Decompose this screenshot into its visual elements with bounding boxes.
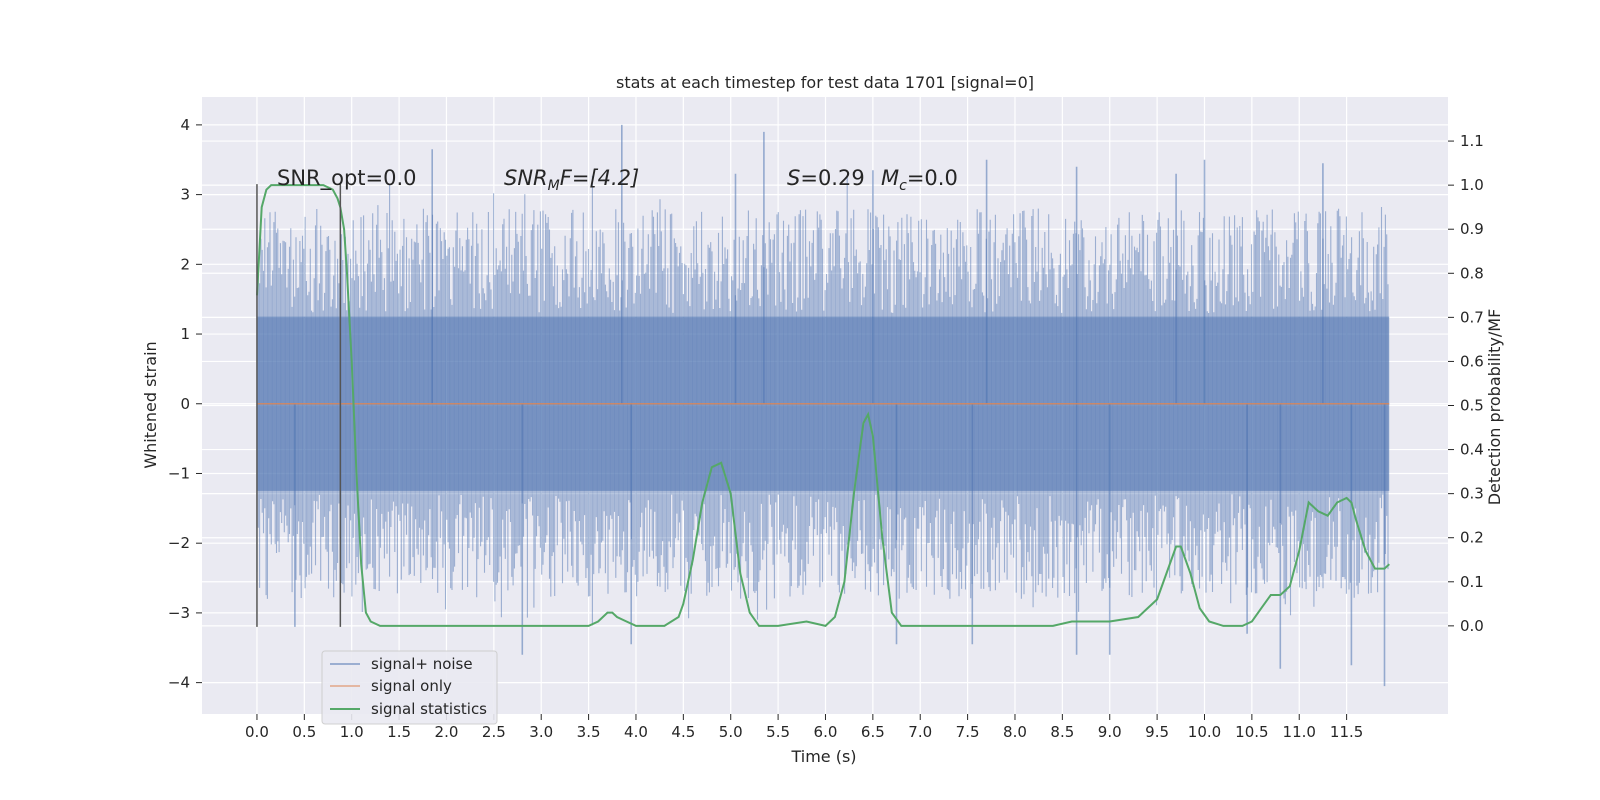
y-left-tick-label: 0 — [180, 395, 190, 413]
marker-lines — [256, 184, 342, 627]
legend-label-signal-plus-noise: signal+ noise — [371, 655, 473, 673]
x-tick-label: 8.5 — [1050, 723, 1074, 741]
x-tick-label: 1.0 — [340, 723, 364, 741]
x-tick-label: 2.5 — [482, 723, 506, 741]
x-tick-label: 7.5 — [956, 723, 980, 741]
x-tick-label: 9.5 — [1145, 723, 1169, 741]
y-right-tick-label: 0.5 — [1460, 397, 1484, 415]
y-right-tick-label: 1.0 — [1460, 176, 1484, 194]
y-axis-left-ticks: 4 3 2 1 0 −1 −2 −3 −4 — [168, 116, 202, 692]
x-tick-label: 11.0 — [1283, 723, 1316, 741]
y-left-tick-label: −2 — [168, 534, 190, 552]
x-tick-label: 1.5 — [387, 723, 411, 741]
legend-label-signal-only: signal only — [371, 677, 452, 695]
legend: signal+ noise signal only signal statist… — [321, 650, 498, 725]
x-tick-label: 10.5 — [1235, 723, 1268, 741]
x-tick-label: 7.0 — [908, 723, 932, 741]
x-tick-label: 8.0 — [1003, 723, 1027, 741]
y-left-tick-label: 3 — [180, 186, 190, 204]
x-tick-label: 0.5 — [292, 723, 316, 741]
series-signal-statistics — [256, 184, 1390, 627]
x-tick-label: 5.0 — [719, 723, 743, 741]
y-left-tick-label: −3 — [168, 604, 190, 622]
x-tick-label: 6.0 — [814, 723, 838, 741]
y-left-tick-label: −1 — [168, 464, 190, 482]
annotation-snr-opt: SNR_opt=0.0 — [277, 166, 417, 191]
y-right-tick-label: 1.1 — [1460, 132, 1484, 150]
y-right-tick-label: 0.3 — [1460, 485, 1484, 503]
x-tick-label: 9.0 — [1098, 723, 1122, 741]
y-right-tick-label: 0.8 — [1460, 264, 1484, 282]
series-lines — [256, 184, 1390, 627]
y-left-tick-label: 1 — [180, 325, 190, 343]
x-tick-label: 10.0 — [1188, 723, 1221, 741]
chart-title: stats at each timestep for test data 170… — [616, 73, 1034, 92]
x-tick-label: 6.5 — [861, 723, 885, 741]
y-left-tick-label: −4 — [168, 674, 190, 692]
y-right-tick-label: 0.4 — [1460, 441, 1484, 459]
y-right-tick-label: 0.0 — [1460, 617, 1484, 635]
y-right-tick-label: 0.6 — [1460, 352, 1484, 370]
y-axis-left-label: Whitened strain — [141, 341, 160, 468]
x-tick-label: 3.5 — [577, 723, 601, 741]
x-tick-label: 11.5 — [1330, 723, 1363, 741]
y-left-tick-label: 4 — [180, 116, 190, 134]
annotation-snr-mf: SNRMF=[4.2] — [504, 166, 639, 194]
annotation-mc: Mc=0.0 — [881, 166, 958, 194]
y-right-tick-label: 0.1 — [1460, 573, 1484, 591]
legend-label-signal-statistics: signal statistics — [371, 700, 487, 718]
x-tick-label: 3.0 — [529, 723, 553, 741]
x-tick-label: 2.0 — [435, 723, 459, 741]
noise-spikes — [294, 124, 1386, 687]
x-tick-label: 4.5 — [671, 723, 695, 741]
y-right-tick-label: 0.7 — [1460, 308, 1484, 326]
x-tick-label: 0.0 — [245, 723, 269, 741]
annotation-s: S=0.29 — [787, 166, 865, 190]
legend-box — [321, 650, 498, 725]
x-tick-label: 5.5 — [766, 723, 790, 741]
x-axis-label: Time (s) — [790, 747, 856, 766]
y-left-tick-label: 2 — [180, 255, 190, 273]
y-axis-right-ticks: 1.1 1.0 0.9 0.8 0.7 0.6 0.5 0.4 0.3 0.2 0.1 0.0 — [1448, 132, 1484, 635]
y-axis-right-label: Detection probability/MF — [1485, 309, 1504, 506]
y-right-tick-label: 0.2 — [1460, 529, 1484, 547]
y-right-tick-label: 0.9 — [1460, 220, 1484, 238]
x-tick-label: 4.0 — [624, 723, 648, 741]
x-axis-ticks: 0.0 0.5 1.0 1.5 2.0 2.5 3.0 3.5 4.0 4.5 5.0 5.5 6.0 6… — [245, 714, 1363, 741]
